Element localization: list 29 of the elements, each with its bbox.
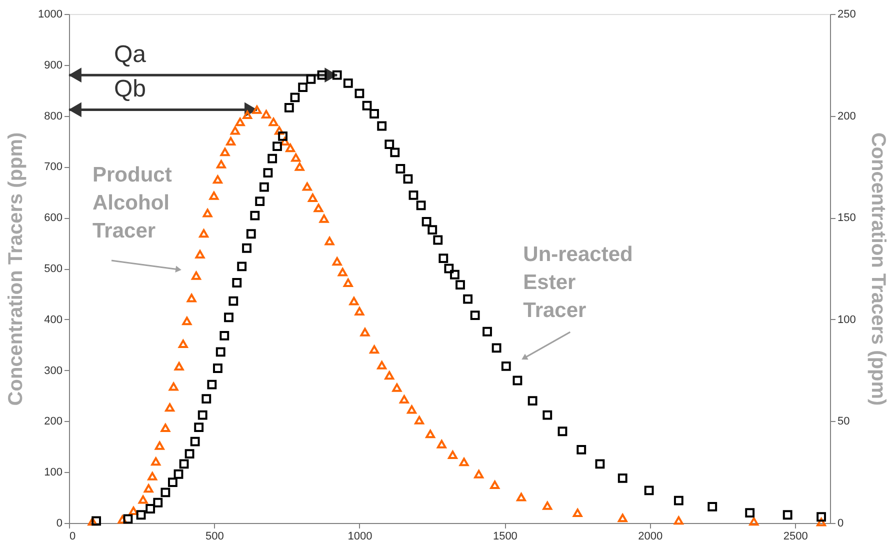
annotation: Qa xyxy=(114,41,147,68)
y-tick-label: 700 xyxy=(44,161,62,174)
y-tick-label: 400 xyxy=(44,314,62,326)
y2-tick-label: 50 xyxy=(838,416,850,428)
annotation: Un-reacted Ester Tracer xyxy=(523,243,633,322)
y-tick-label: 500 xyxy=(44,263,62,275)
y2-tick-label: 100 xyxy=(838,314,856,326)
y2-tick-label: 0 xyxy=(838,518,844,530)
x-tick-label: 0 xyxy=(70,530,76,542)
y-tick-label: 1000 xyxy=(38,8,62,20)
y-tick-label: 300 xyxy=(44,364,62,377)
y-tick-label: 100 xyxy=(44,466,62,479)
x-tick-label: 2500 xyxy=(783,530,808,542)
y-tick-label: 900 xyxy=(44,59,62,72)
y2-tick-label: 250 xyxy=(838,8,856,20)
x-tick-label: 2000 xyxy=(638,530,663,542)
x-tick-label: 1500 xyxy=(492,530,518,542)
annotation: Product Alcohol Tracer xyxy=(92,164,172,243)
y-axis-title: Concentration Tracers (ppm) xyxy=(5,132,28,406)
y-tick-label: 200 xyxy=(44,416,62,428)
y-tick-label: 600 xyxy=(44,212,62,224)
annotation: Qb xyxy=(114,76,146,103)
x-tick-label: 500 xyxy=(206,530,224,542)
y2-tick-label: 150 xyxy=(838,212,856,224)
y-tick-label: 0 xyxy=(56,518,62,530)
y-tick-label: 800 xyxy=(44,110,62,122)
y2-tick-label: 200 xyxy=(838,110,856,122)
y2-axis-title: Concentration Tracers (ppm) xyxy=(866,132,889,406)
x-tick-label: 1000 xyxy=(348,530,372,542)
